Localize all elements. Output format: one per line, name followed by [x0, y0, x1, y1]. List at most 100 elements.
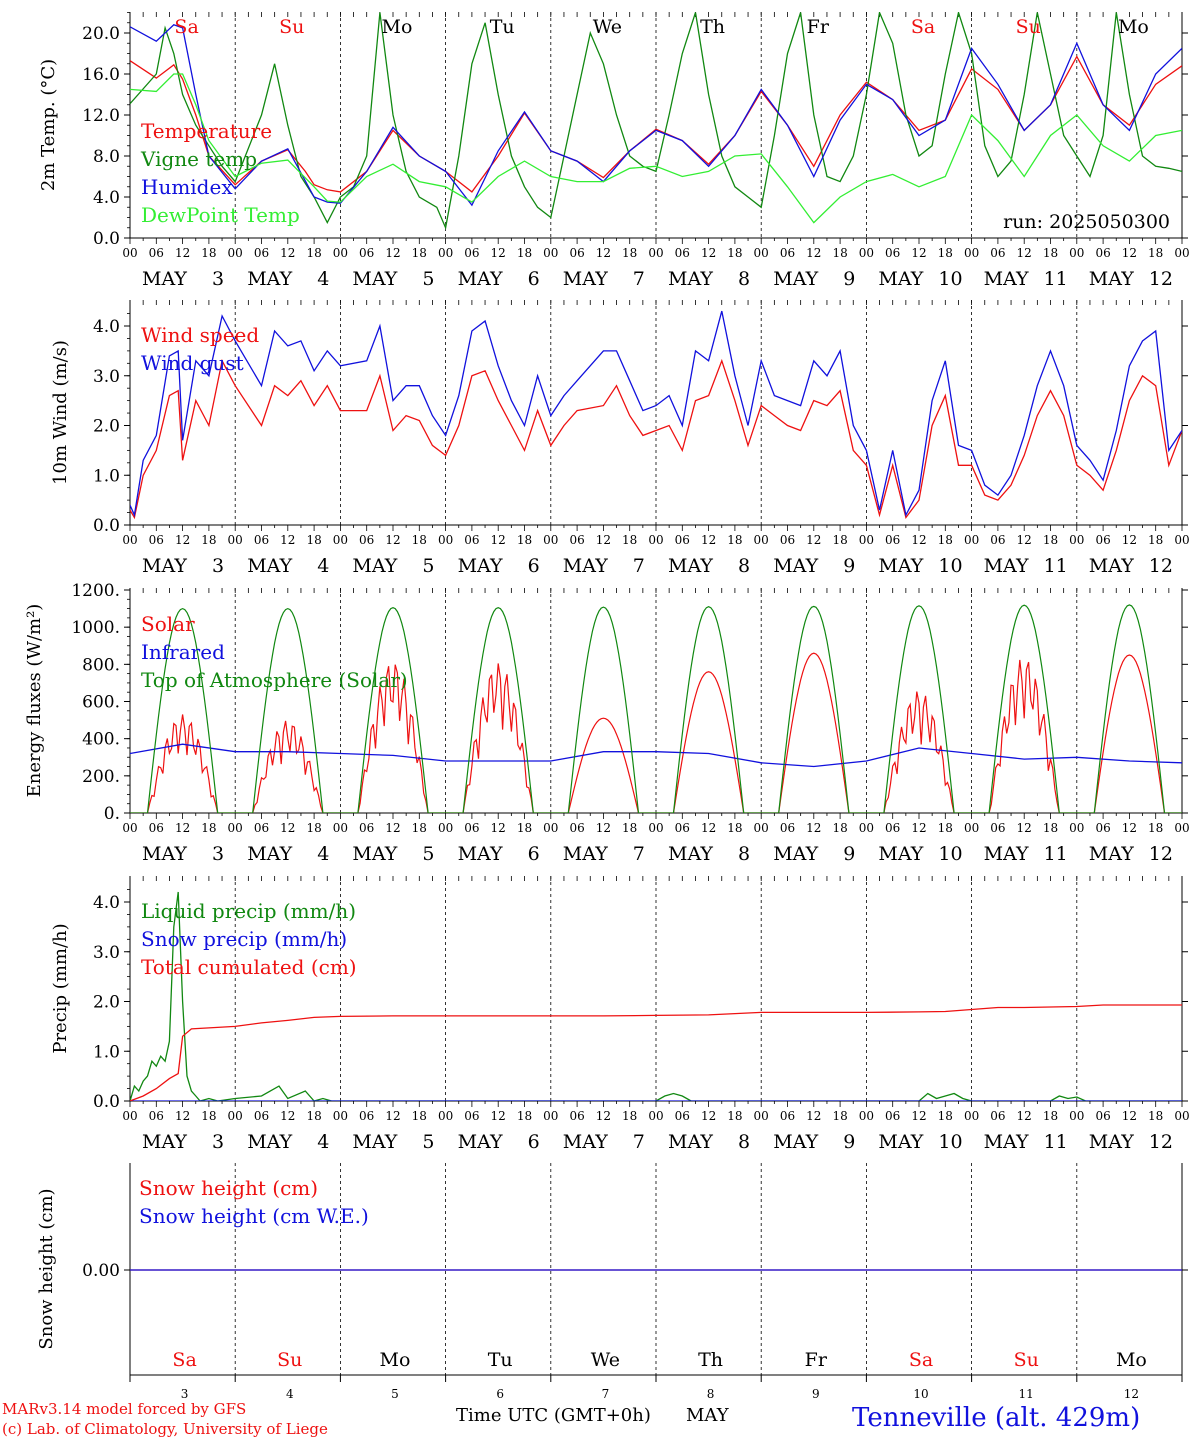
hour-tick-label: 06 — [885, 1109, 900, 1123]
month-day-number: 11 — [1044, 1131, 1068, 1153]
series-group — [130, 604, 1182, 813]
month-day-number: 5 — [422, 843, 434, 865]
month-day-label: MAY — [458, 555, 503, 577]
month-day-label: MAY — [668, 1131, 713, 1153]
hour-tick-label: 12 — [175, 821, 190, 835]
month-day-label: MAY — [1089, 555, 1134, 577]
hour-tick-label: 18 — [306, 1109, 321, 1123]
hour-tick-label: 12 — [1017, 1109, 1032, 1123]
month-day-label: MAY — [142, 1131, 187, 1153]
y-tick-label: 2.0 — [93, 417, 120, 437]
hour-tick-label: 12 — [701, 246, 716, 260]
day-number-label: 11 — [1019, 1387, 1034, 1401]
hour-tick-label: 12 — [280, 246, 295, 260]
hour-tick-label: 00 — [333, 246, 348, 260]
weekday-label-bottom: Tu — [488, 1349, 513, 1371]
hour-tick-label: 06 — [569, 533, 584, 547]
series-line — [130, 24, 1182, 207]
hour-tick-label: 00 — [1174, 533, 1189, 547]
hour-tick-label: 18 — [412, 821, 427, 835]
y-axis-label: Snow height (cm) — [36, 1188, 57, 1349]
hour-tick-label: 06 — [675, 821, 690, 835]
hour-tick-label: 12 — [806, 1109, 821, 1123]
hour-tick-label: 06 — [675, 246, 690, 260]
month-day-number: 7 — [633, 1131, 645, 1153]
time-axis-label: Time UTC (GMT+0h) — [456, 1405, 651, 1426]
hour-tick-label: 18 — [201, 246, 216, 260]
weekday-label-top: Sa — [174, 16, 198, 38]
weekday-label-top: Su — [1016, 16, 1041, 38]
month-day-number: 4 — [317, 843, 329, 865]
day-number-label: 12 — [1124, 1387, 1139, 1401]
hour-tick-label: 06 — [254, 821, 269, 835]
hour-tick-label: 06 — [149, 1109, 164, 1123]
series-line — [130, 310, 1182, 518]
hour-tick-label: 18 — [412, 533, 427, 547]
panel-1: 00 06 12 18 MAY 3 00 06 12 18 MAY 4 00 06 12 18 MAY 5 00 06… — [38, 12, 1190, 290]
weekday-label-top: Sa — [911, 16, 935, 38]
month-day-number: 8 — [738, 555, 750, 577]
hour-tick-label: 00 — [754, 821, 769, 835]
month-day-label: MAY — [668, 843, 713, 865]
hour-tick-label: 18 — [1148, 246, 1163, 260]
y-tick-label: 0.0 — [93, 1092, 120, 1112]
month-day-number: 12 — [1149, 268, 1173, 290]
hour-tick-label: 18 — [1148, 821, 1163, 835]
weekday-label-bottom: Mo — [380, 1349, 411, 1371]
month-day-label: MAY — [984, 1131, 1029, 1153]
hour-tick-label: 18 — [832, 246, 847, 260]
month-day-label: MAY — [458, 1131, 503, 1153]
hour-tick-label: 06 — [1095, 1109, 1110, 1123]
hour-tick-label: 06 — [675, 533, 690, 547]
hour-tick-label: 06 — [359, 533, 374, 547]
hour-tick-label: 12 — [596, 1109, 611, 1123]
hour-tick-label: 06 — [569, 821, 584, 835]
hour-tick-label: 00 — [648, 821, 663, 835]
y-tick-label: 1000. — [71, 618, 120, 638]
month-day-number: 8 — [738, 1131, 750, 1153]
legend-entry: Liquid precip (mm/h) — [141, 899, 356, 923]
y-tick-label: 4.0 — [93, 893, 120, 913]
hour-tick-label: 12 — [596, 533, 611, 547]
month-day-label: MAY — [984, 555, 1029, 577]
month-day-number: 10 — [938, 843, 962, 865]
hour-tick-label: 00 — [122, 533, 137, 547]
hour-tick-label: 12 — [385, 821, 400, 835]
hour-tick-label: 00 — [964, 821, 979, 835]
month-day-label: MAY — [352, 555, 397, 577]
y-tick-label: 3.0 — [93, 367, 120, 387]
hour-tick-label: 06 — [990, 246, 1005, 260]
day-number-label: 7 — [602, 1387, 610, 1401]
hour-tick-label: 12 — [280, 1109, 295, 1123]
series-line — [130, 652, 1182, 813]
month-day-label: MAY — [773, 555, 818, 577]
hour-tick-label: 00 — [438, 533, 453, 547]
hour-tick-label: 06 — [254, 246, 269, 260]
month-day-label: MAY — [668, 268, 713, 290]
legend-entry: Snow height (cm W.E.) — [139, 1204, 369, 1228]
hour-tick-label: 06 — [149, 246, 164, 260]
month-day-label: MAY — [247, 268, 292, 290]
weekday-label-bottom: Sa — [909, 1349, 933, 1371]
hour-tick-label: 18 — [201, 533, 216, 547]
hour-tick-label: 18 — [622, 821, 637, 835]
hour-tick-label: 12 — [806, 533, 821, 547]
day-number-label: 9 — [812, 1387, 820, 1401]
month-day-label: MAY — [458, 843, 503, 865]
month-day-label: MAY — [773, 843, 818, 865]
weekday-label-top: Tu — [490, 16, 515, 38]
hour-tick-label: 18 — [1148, 533, 1163, 547]
hour-tick-label: 06 — [780, 1109, 795, 1123]
hour-tick-label: 06 — [885, 821, 900, 835]
hour-tick-label: 12 — [1122, 821, 1137, 835]
hour-tick-label: 06 — [149, 533, 164, 547]
series-line — [130, 73, 1182, 224]
hour-tick-label: 06 — [885, 246, 900, 260]
hour-tick-label: 06 — [885, 533, 900, 547]
y-tick-label: 20.0 — [82, 24, 120, 44]
month-day-number: 7 — [633, 843, 645, 865]
day-number-label: 4 — [286, 1387, 294, 1401]
month-day-number: 10 — [938, 1131, 962, 1153]
hour-tick-label: 18 — [938, 821, 953, 835]
legend-entry: Wind speed — [141, 323, 259, 347]
